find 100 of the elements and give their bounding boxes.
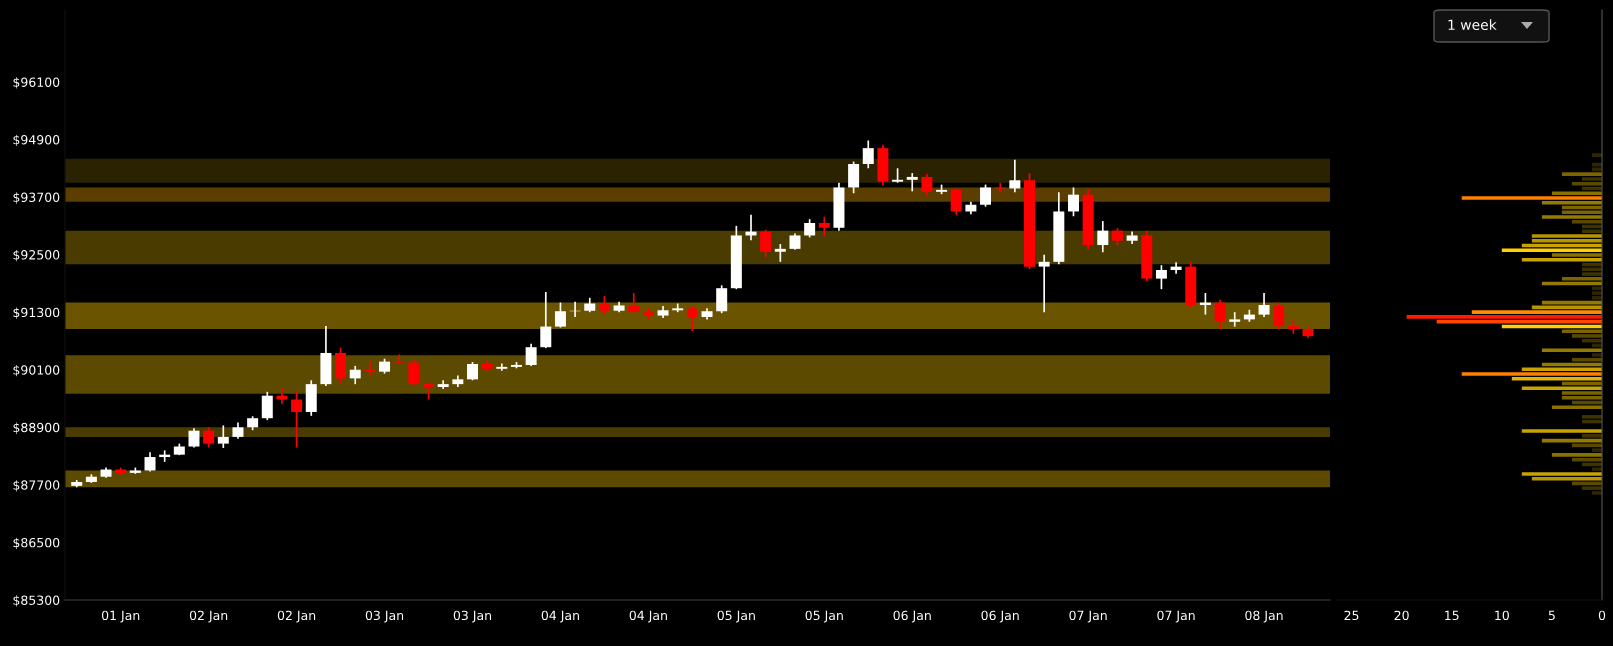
bar [1561,329,1602,333]
bar [1591,467,1602,471]
bar [1511,376,1602,381]
candlestick [349,365,361,385]
bar [1501,248,1602,253]
y-tick-label: $85300 [13,595,60,607]
bar [1581,229,1602,234]
bar [1581,415,1602,419]
bar [1561,172,1602,176]
candlestick [393,353,405,365]
y-tick-label: $91300 [13,307,60,319]
bar [1521,367,1602,372]
bar [1406,315,1602,319]
bar [1591,491,1602,495]
candlestick [364,361,376,378]
bar [1551,191,1602,195]
bar [1561,277,1602,281]
bar [1471,310,1602,314]
y-tick-label: $86500 [13,537,60,550]
candlestick [950,187,962,216]
candlestick [1214,298,1226,330]
candlestick [144,451,156,473]
y-tick-label: $93700 [13,192,60,204]
y-tick-label: $87700 [13,480,60,492]
candlestick [994,181,1006,194]
bar [1461,372,1602,376]
bar [1591,353,1602,357]
y-tick-label: $94900 [13,134,60,147]
candlestick [980,183,992,208]
candlestick [1009,158,1021,194]
bar [1571,334,1602,338]
bar [1581,486,1602,490]
x-tick-label: 25 [1344,610,1359,621]
candlestick [554,301,566,329]
candlestick [1229,311,1241,328]
candlestick [716,284,728,314]
x-tick-label: 07 Jan [1069,610,1107,623]
bar [1581,434,1602,438]
candlestick [291,390,303,449]
candlestick [467,361,478,382]
x-tick-label: 04 Jan [541,610,579,623]
bar [1551,453,1602,457]
bar [1531,238,1602,243]
x-tick-label: 05 Jan [717,610,755,623]
candlestick [1258,292,1270,318]
candlestick [1155,264,1167,291]
candlestick [686,305,698,333]
bar [1571,219,1602,224]
x-tick-label: 03 Jan [365,610,404,623]
candlestick [217,424,229,449]
bar [1541,215,1602,219]
candlestick [598,295,610,316]
x-tick-label: 08 Jan [1245,610,1283,623]
candlestick [774,243,786,263]
x-tick-label: 02 Jan [189,610,228,623]
candlestick [804,218,816,239]
candlestick [1273,301,1285,330]
bar [1581,272,1602,276]
bar [1591,448,1602,452]
x-tick-label: 06 Jan [981,610,1019,623]
x-tick-label: 5 [1548,610,1555,621]
candlestick [862,139,874,170]
y-tick-label: $88900 [13,422,60,434]
candlestick [540,291,552,350]
candlestick [848,160,860,195]
x-tick-label: 07 Jan [1157,610,1195,623]
bar [1521,429,1602,433]
bar [1561,210,1602,214]
candlestick [1067,186,1079,218]
candlestick [818,215,830,238]
bar [1521,472,1602,476]
x-tick-label: 0 [1598,610,1606,621]
x-tick-label: 05 Jan [805,610,843,623]
bar [1591,153,1602,157]
x-tick-label: 02 Jan [277,610,316,623]
bar [1461,196,1602,200]
bar [1521,386,1602,391]
bar [1541,348,1602,352]
x-tick-label: 15 [1445,610,1459,621]
x-tick-label: 10 [1495,610,1509,621]
candlestick [906,172,918,193]
x-tick-label: 01 Jan [101,610,140,623]
bar [1551,253,1602,257]
bar [1521,258,1602,262]
x-tick-label: 20 [1394,610,1409,621]
candlestick [1038,253,1050,314]
y-tick-label: $96100 [13,77,60,89]
annotation: 1 week [1448,19,1497,31]
bar [1581,177,1602,181]
candlestick [525,343,537,367]
candlestick [261,390,273,421]
bar [1571,357,1602,362]
candlestick [408,358,420,387]
x-tick-label: 04 Jan [629,610,667,623]
candlestick [760,228,772,258]
x-tick-label: 03 Jan [453,610,492,623]
candlestick [1097,220,1109,254]
candlestick [921,173,933,197]
y-tick-label: $92500 [13,249,60,262]
candlestick [203,426,215,449]
